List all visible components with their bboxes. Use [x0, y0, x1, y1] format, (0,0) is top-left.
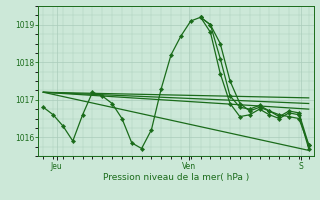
X-axis label: Pression niveau de la mer( hPa ): Pression niveau de la mer( hPa )	[103, 173, 249, 182]
